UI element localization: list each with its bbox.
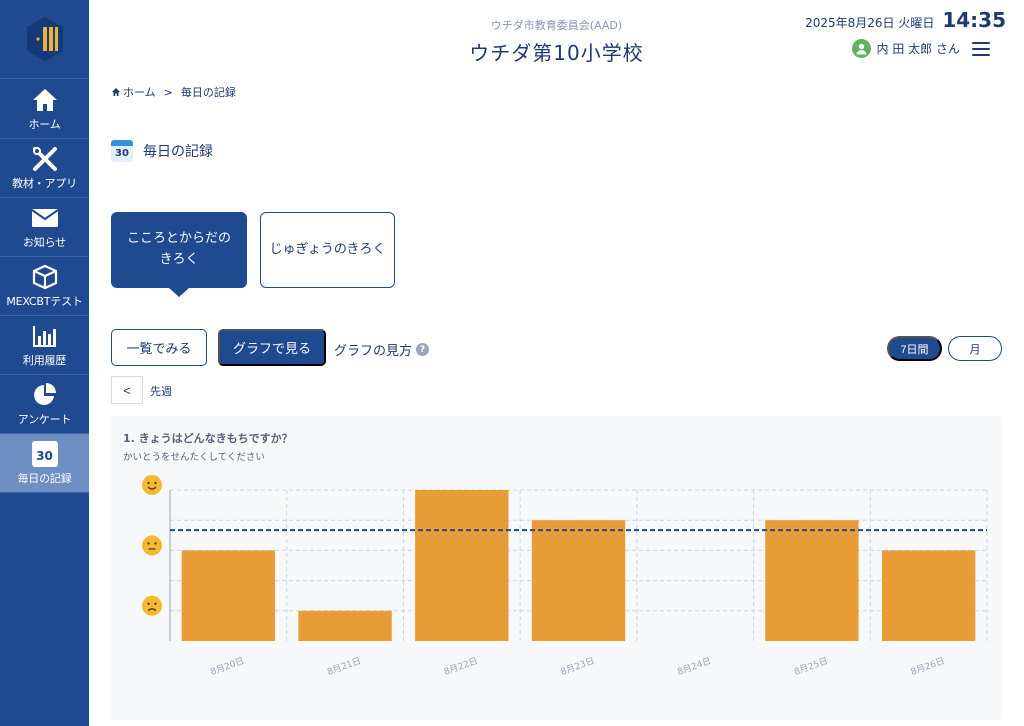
sidebar-item-label: 毎日の記録 [17,471,72,485]
calendar-badge: 30 [115,148,129,159]
sidebar-item-survey[interactable]: アンケート [0,375,89,434]
sidebar-item-daily-record[interactable]: 30 毎日の記録 [0,434,89,493]
x-tick-label: 8月21日 [326,655,363,677]
cube-icon [30,264,60,290]
tab-class-record[interactable]: じゅぎょうのきろく [260,212,395,288]
period-7days-button[interactable]: 7日間 [887,336,942,361]
bar [415,490,509,641]
graph-help-link[interactable]: グラフの見方 ? [334,340,430,359]
breadcrumb-current: 毎日の記録 [180,86,236,99]
graph-view-button[interactable]: グラフで見る [218,329,326,366]
current-date: 2025年8月26日 火曜日 [805,16,935,30]
sidebar-item-usage-history[interactable]: 利用履歴 [0,316,89,375]
organization-name: ウチダ市教育委員会(AAD) [490,19,623,32]
prev-week-button[interactable]: < [111,376,143,404]
bar [181,550,276,641]
sad-face-icon [142,595,162,616]
tab-label: こころとからだのきろく [126,231,231,267]
tab-mind-body-record[interactable]: こころとからだのきろく [111,212,247,288]
app-logo[interactable] [0,0,89,79]
datetime: 2025年8月26日 火曜日 14:35 [805,8,1006,32]
bar [298,610,392,641]
sidebar-item-label: 教材・アプリ [12,176,77,190]
period-month-button[interactable]: 月 [948,336,1002,361]
calendar-badge: 30 [36,449,53,463]
breadcrumb-home[interactable]: ホーム [111,84,156,100]
x-tick-label: 8月20日 [209,655,246,677]
tab-label: じゅぎょうのきろく [269,241,386,257]
user-icon [856,43,867,55]
school-name: ウチダ第10小学校 [469,41,644,65]
help-icon: ? [416,343,430,356]
question-subtitle: かいとうをせんたくしてください [123,452,265,463]
bar-chart-icon [30,323,60,349]
avatar [851,39,871,58]
bar [881,550,976,641]
home-icon [30,87,60,113]
user-info[interactable]: 内 田 太郎 さん [851,39,960,58]
list-view-button[interactable]: 一覧でみる [111,329,207,366]
sidebar-item-label: MEXCBTテスト [6,294,83,308]
active-tab-pointer [169,288,189,297]
sidebar-item-home[interactable]: ホーム [0,80,89,139]
sidebar: ホーム 教材・アプリ お知らせ MEXCBTテスト 利用履歴 アンケート 30 [0,0,89,726]
logo-icon [26,17,63,61]
page-title: 30 毎日の記録 [111,140,213,162]
x-tick-label: 8月24日 [676,655,713,677]
sidebar-item-label: お知らせ [23,235,66,249]
x-tick-label: 8月23日 [559,655,596,677]
breadcrumb-home-label: ホーム [123,86,156,99]
home-icon [112,88,120,96]
user-name: 内 田 太郎 さん [876,42,960,56]
pie-chart-icon [30,382,60,408]
calendar-icon: 30 [31,440,58,467]
sidebar-item-materials[interactable]: 教材・アプリ [0,139,89,198]
sidebar-item-notices[interactable]: お知らせ [0,198,89,257]
bar [765,520,859,641]
page-title-text: 毎日の記録 [143,144,213,160]
calendar-icon: 30 [111,140,133,162]
tools-icon [30,146,60,172]
sidebar-item-label: ホーム [28,117,61,131]
x-tick-label: 8月22日 [443,655,480,677]
neutral-face-icon [142,535,162,556]
sidebar-item-label: 利用履歴 [22,353,67,367]
sidebar-item-label: アンケート [17,412,72,426]
sidebar-item-mexcbt[interactable]: MEXCBTテスト [0,257,89,316]
bar [531,520,626,641]
mail-icon [30,205,60,231]
current-time: 14:35 [942,8,1006,32]
mood-chart: 8月20日 8月21日 8月22日 8月23日 8月24日 8月25日 8月26日 [142,475,988,678]
x-tick-label: 8月25日 [793,655,830,677]
breadcrumb-separator: > [163,85,173,99]
happy-face-icon [142,475,162,495]
graph-help-label: グラフの見方 [334,344,413,359]
prev-week-label: 先週 [150,385,172,398]
x-tick-label: 8月26日 [909,655,946,677]
hamburger-menu-icon[interactable] [972,42,990,56]
question-title: 1. きょうはどんなきもちですか？ [123,432,293,445]
breadcrumb: ホーム > 毎日の記録 [111,84,236,100]
